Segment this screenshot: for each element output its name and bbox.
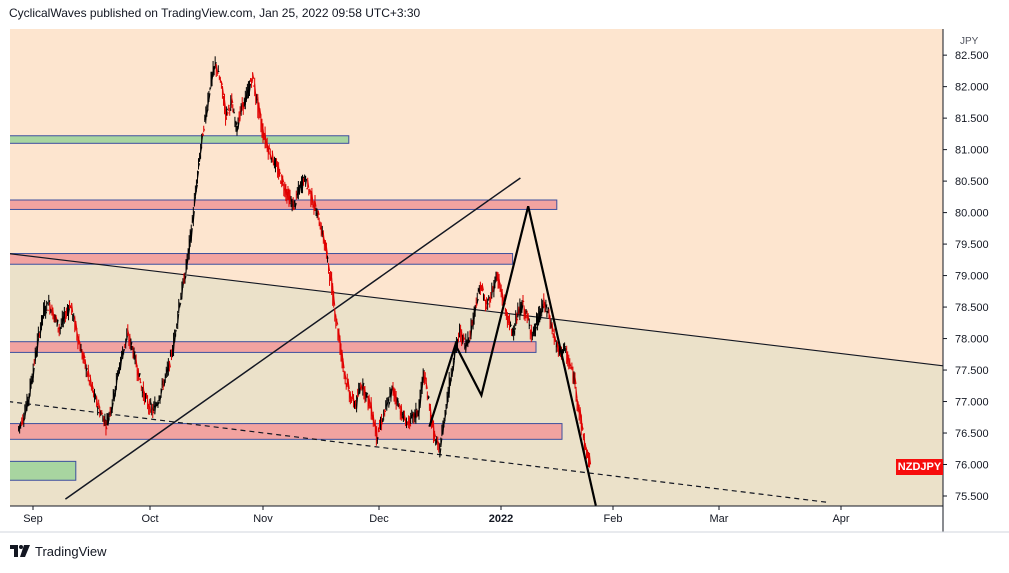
x-tick-label: Dec bbox=[369, 513, 389, 525]
tradingview-logo-icon bbox=[10, 545, 30, 557]
x-tick-label: Oct bbox=[141, 513, 158, 525]
y-tick-label: 77.500 bbox=[955, 365, 989, 377]
x-tick-label: 2022 bbox=[489, 513, 513, 525]
price-path bbox=[151, 403, 152, 404]
y-tick-label: 82.500 bbox=[955, 50, 989, 62]
price-path bbox=[252, 82, 253, 83]
footer-brand: TradingView bbox=[35, 544, 107, 559]
y-tick-label: 79.000 bbox=[955, 271, 989, 283]
symbol-price-tag: NZDJPY bbox=[896, 459, 943, 475]
x-tick-label: Sep bbox=[23, 513, 43, 525]
price-path bbox=[229, 106, 230, 107]
price-path bbox=[98, 408, 99, 409]
y-tick-label: 81.000 bbox=[955, 145, 989, 157]
y-tick-label: 76.500 bbox=[955, 428, 989, 440]
price-path bbox=[140, 382, 141, 383]
y-tick-label: 78.500 bbox=[955, 302, 989, 314]
y-tick-label: 80.000 bbox=[955, 208, 989, 220]
zone-green[interactable] bbox=[3, 136, 349, 144]
price-path bbox=[218, 71, 219, 72]
y-tick-label: 77.000 bbox=[955, 397, 989, 409]
y-tick-label: 75.500 bbox=[955, 491, 989, 503]
currency-label: JPY bbox=[960, 36, 978, 47]
y-tick-label: 76.000 bbox=[955, 460, 989, 472]
y-tick-label: 80.500 bbox=[955, 176, 989, 188]
price-path bbox=[488, 304, 489, 305]
x-tick-label: Feb bbox=[604, 513, 623, 525]
y-tick-label: 78.000 bbox=[955, 334, 989, 346]
price-path bbox=[383, 421, 384, 422]
price-path bbox=[351, 400, 352, 401]
y-tick-label: 81.500 bbox=[955, 113, 989, 125]
x-tick-label: Mar bbox=[710, 513, 729, 525]
x-tick-label: Nov bbox=[253, 513, 273, 525]
zone-green[interactable] bbox=[3, 461, 76, 480]
zone-red[interactable] bbox=[3, 424, 562, 440]
y-tick-label: 82.000 bbox=[955, 82, 989, 94]
zone-red[interactable] bbox=[3, 200, 557, 209]
y-tick-label: 79.500 bbox=[955, 239, 989, 251]
x-tick-label: Apr bbox=[832, 513, 849, 525]
footer: TradingView bbox=[10, 541, 107, 561]
